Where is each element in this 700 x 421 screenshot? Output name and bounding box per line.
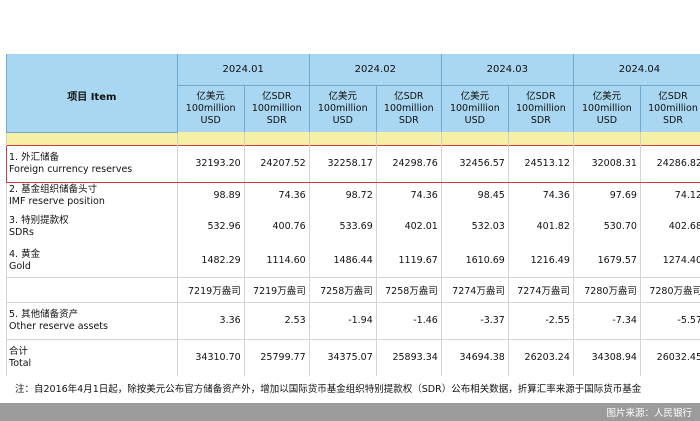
cell-value: 26032.45 <box>639 338 700 376</box>
unit-header-sdr: 亿SDR 100million SDR <box>243 85 310 132</box>
cell-value: 34375.07 <box>308 338 377 376</box>
cell-value: 34310.70 <box>176 338 245 376</box>
image-credit: 图片来源：人民银行 <box>606 408 692 419</box>
cell-value: -2.55 <box>507 301 574 339</box>
cell-value: 98.89 <box>176 182 245 209</box>
unit-header-usd: 亿美元 100million USD <box>308 85 377 132</box>
month-header-2024-03: 2024.03 <box>440 54 574 86</box>
cell-value: 400.76 <box>243 208 310 245</box>
cell-value: 1486.44 <box>308 244 377 277</box>
cell-value: -1.46 <box>375 301 442 339</box>
cell-value: 98.45 <box>440 182 509 209</box>
cell-value: 25799.77 <box>243 338 310 376</box>
cell-value: 32456.57 <box>440 144 509 183</box>
cell-value: 532.03 <box>440 208 509 245</box>
row-label: 合计 Total <box>6 338 178 376</box>
cell-value: 3.36 <box>176 301 245 339</box>
cell-value: 74.12 <box>639 182 700 209</box>
cell-value: 24513.12 <box>507 144 574 183</box>
cell-value: 34308.94 <box>572 338 641 376</box>
cell-value: 402.01 <box>375 208 442 245</box>
cell-value: 1114.60 <box>243 244 310 277</box>
unit-header-usd: 亿美元 100million USD <box>572 85 641 132</box>
cell-value: 401.82 <box>507 208 574 245</box>
image-credit-bar: 图片来源：人民银行 <box>0 403 700 421</box>
row-label <box>6 276 178 302</box>
cell-value: 1679.57 <box>572 244 641 277</box>
table-row-imf-reserve-position: 2. 基金组织储备头寸 IMF reserve position 98.89 74… <box>6 182 700 209</box>
cell-value: 7258万盎司 <box>375 276 442 302</box>
cell-value: -5.57 <box>639 301 700 339</box>
month-header-2024-02: 2024.02 <box>308 54 442 86</box>
cell-value: 24298.76 <box>375 144 442 183</box>
cell-value: -7.34 <box>572 301 641 339</box>
cell-value: 32193.20 <box>176 144 245 183</box>
cell-value: 26203.24 <box>507 338 574 376</box>
header-divider-band <box>6 132 700 145</box>
cell-value: 1610.69 <box>440 244 509 277</box>
month-header-2024-04: 2024.04 <box>572 54 700 86</box>
cell-value: 7280万盎司 <box>639 276 700 302</box>
cell-value: 1274.40 <box>639 244 700 277</box>
cell-value: 32258.17 <box>308 144 377 183</box>
cell-value: 74.36 <box>243 182 310 209</box>
cell-value: 7258万盎司 <box>308 276 377 302</box>
row-label: 2. 基金组织储备头寸 IMF reserve position <box>6 182 178 209</box>
cell-value: 32008.31 <box>572 144 641 183</box>
cell-value: -1.94 <box>308 301 377 339</box>
table-row-sdrs: 3. 特别提款权 SDRs 532.96 400.76 533.69 402.01… <box>6 208 700 245</box>
cell-value: 7274万盎司 <box>507 276 574 302</box>
cell-value: 98.72 <box>308 182 377 209</box>
row-label: 1. 外汇储备 Foreign currency reserves <box>6 144 178 183</box>
cell-value: 97.69 <box>572 182 641 209</box>
unit-header-sdr: 亿SDR 100million SDR <box>639 85 700 132</box>
unit-header-sdr: 亿SDR 100million SDR <box>507 85 574 132</box>
cell-value: 7274万盎司 <box>440 276 509 302</box>
table-row-other-reserve-assets: 5. 其他储备资产 Other reserve assets 3.36 2.53 … <box>6 301 700 339</box>
unit-header-usd: 亿美元 100million USD <box>440 85 509 132</box>
cell-value: 2.53 <box>243 301 310 339</box>
item-column-header: 项目 Item <box>6 54 178 133</box>
cell-value: 1482.29 <box>176 244 245 277</box>
cell-value: 533.69 <box>308 208 377 245</box>
cell-value: 24207.52 <box>243 144 310 183</box>
cell-value: 1119.67 <box>375 244 442 277</box>
cell-value: 532.96 <box>176 208 245 245</box>
table-row-foreign-currency-reserves: 1. 外汇储备 Foreign currency reserves 32193.2… <box>6 144 700 183</box>
unit-header-usd: 亿美元 100million USD <box>176 85 245 132</box>
cell-value: 34694.38 <box>440 338 509 376</box>
footnote: 注：自2016年4月1日起，除按美元公布官方储备资产外，增加以国际货币基金组织特… <box>15 384 642 395</box>
cell-value: 25893.34 <box>375 338 442 376</box>
table-row-total: 合计 Total 34310.70 25799.77 34375.07 25893… <box>6 338 700 376</box>
cell-value: 7280万盎司 <box>572 276 641 302</box>
cell-value: 402.68 <box>639 208 700 245</box>
cell-value: 7219万盎司 <box>176 276 245 302</box>
cell-value: 74.36 <box>507 182 574 209</box>
table-row-gold: 4. 黄金 Gold 1482.29 1114.60 1486.44 1119.6… <box>6 244 700 277</box>
cell-value: 24286.82 <box>639 144 700 183</box>
cell-value: 1216.49 <box>507 244 574 277</box>
reserve-assets-table-container: 项目 Item 2024.01 2024.02 2024.03 2024.04 … <box>6 54 700 376</box>
cell-value: 7219万盎司 <box>243 276 310 302</box>
unit-header-sdr: 亿SDR 100million SDR <box>375 85 442 132</box>
reserve-assets-table: 项目 Item 2024.01 2024.02 2024.03 2024.04 … <box>6 54 700 376</box>
table-row-gold-ounces: 7219万盎司 7219万盎司 7258万盎司 7258万盎司 7274万盎司 … <box>6 276 700 302</box>
row-label: 3. 特别提款权 SDRs <box>6 208 178 245</box>
month-header-2024-01: 2024.01 <box>176 54 310 86</box>
cell-value: -3.37 <box>440 301 509 339</box>
cell-value: 530.70 <box>572 208 641 245</box>
cell-value: 74.36 <box>375 182 442 209</box>
row-label: 5. 其他储备资产 Other reserve assets <box>6 301 178 339</box>
row-label: 4. 黄金 Gold <box>6 244 178 277</box>
